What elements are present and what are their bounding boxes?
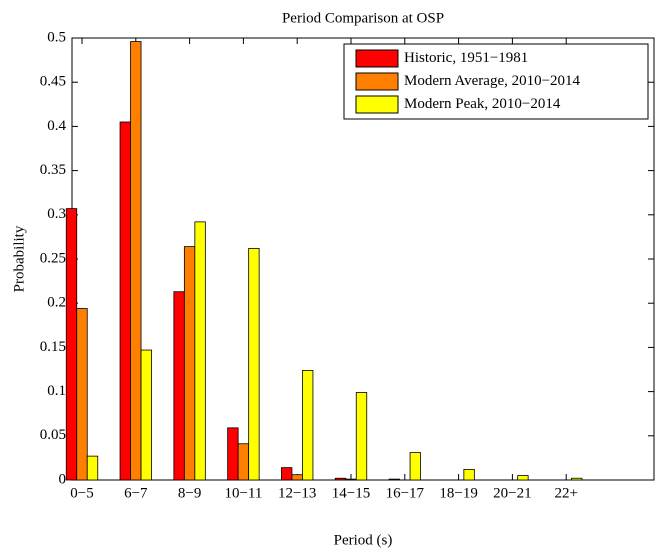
legend-swatch xyxy=(355,49,399,68)
bar xyxy=(237,443,250,481)
x-tick-label: 16−17 xyxy=(386,485,425,501)
bar xyxy=(194,221,206,481)
y-tick-label: 0.5 xyxy=(47,29,66,45)
y-axis-label: Probability xyxy=(11,225,27,292)
bar xyxy=(571,477,583,481)
bar xyxy=(130,41,142,481)
bar xyxy=(281,467,293,481)
bar xyxy=(345,478,357,481)
x-tick-label: 20−21 xyxy=(493,485,531,501)
legend-label: Modern Average, 2010−2014 xyxy=(404,73,581,89)
bar xyxy=(409,452,421,481)
legend-swatch xyxy=(355,95,399,114)
y-tick-label: 0.15 xyxy=(40,339,66,355)
bar xyxy=(463,468,475,481)
legend-swatch xyxy=(355,72,399,91)
y-tick-label: 0.1 xyxy=(47,383,66,399)
y-tick-label: 0 xyxy=(59,471,67,487)
legend-label: Historic, 1951−1981 xyxy=(404,50,528,66)
bar xyxy=(76,308,88,481)
y-tick-label: 0.05 xyxy=(40,427,66,443)
x-tick-label: 6−7 xyxy=(124,485,148,501)
bar xyxy=(119,121,131,481)
x-axis-label: Period (s) xyxy=(334,532,393,548)
y-tick-label: 0.3 xyxy=(47,206,66,222)
bar xyxy=(302,369,314,481)
y-tick-label: 0.4 xyxy=(47,118,66,134)
bar xyxy=(227,427,239,481)
bar xyxy=(291,474,303,481)
legend-label: Modern Peak, 2010−2014 xyxy=(404,96,561,112)
x-tick-label: 22+ xyxy=(554,485,577,501)
x-tick-label: 14−15 xyxy=(332,485,370,501)
bar xyxy=(388,478,400,481)
y-tick-label: 0.2 xyxy=(47,295,66,311)
bar xyxy=(183,246,196,481)
bar xyxy=(355,392,368,481)
x-tick-label: 0−5 xyxy=(70,485,93,501)
bar xyxy=(334,477,347,481)
y-tick-label: 0.35 xyxy=(40,162,66,178)
bar xyxy=(86,455,99,481)
bar xyxy=(65,208,78,481)
x-tick-label: 18−19 xyxy=(439,485,477,501)
x-tick-label: 10−11 xyxy=(224,485,262,501)
bar xyxy=(140,349,152,481)
y-tick-label: 0.25 xyxy=(40,250,66,266)
bar xyxy=(248,247,260,481)
x-tick-label: 12−13 xyxy=(278,485,316,501)
x-tick-label: 8−9 xyxy=(178,485,201,501)
y-tick-label: 0.45 xyxy=(40,74,66,90)
bar xyxy=(517,475,529,481)
bar xyxy=(173,291,185,481)
chart-title: Period Comparison at OSP xyxy=(282,10,444,26)
